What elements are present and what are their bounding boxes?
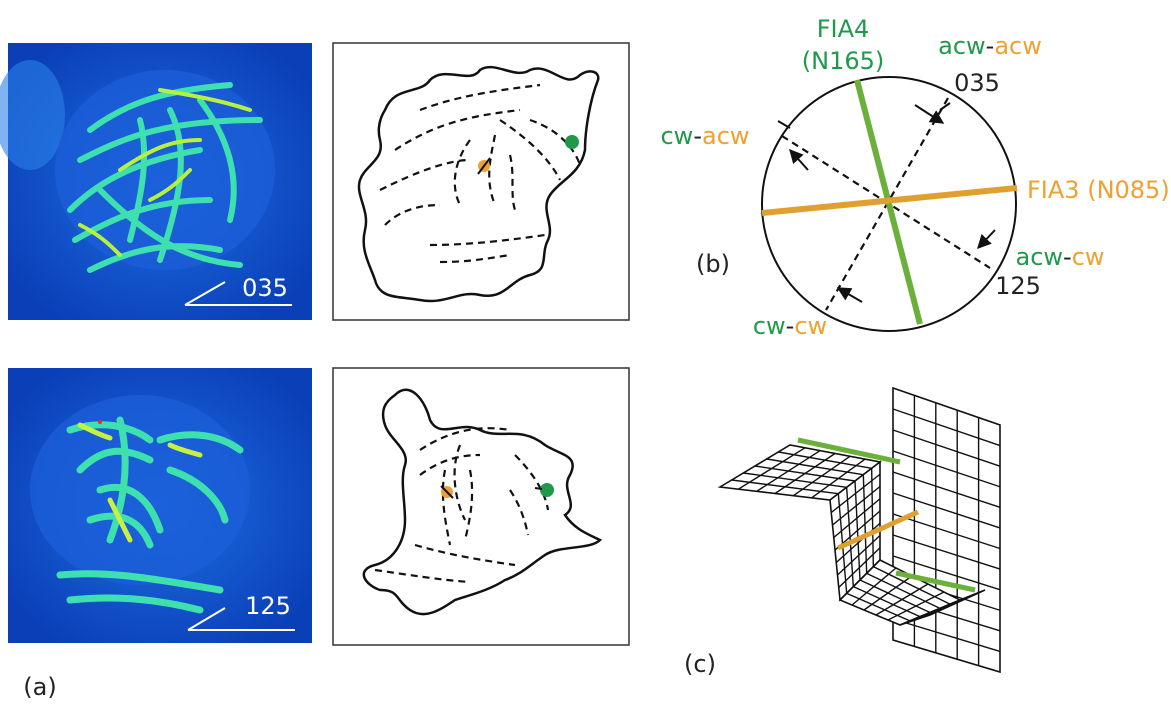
sketch-1 — [333, 43, 629, 320]
strike-label: 035 — [954, 69, 1000, 97]
sense-part: - — [1063, 243, 1072, 271]
sense-label: acw-cw — [1015, 243, 1104, 271]
scale-label: 125 — [245, 592, 291, 620]
sense-label: acw-acw — [938, 32, 1042, 60]
panel-label: (a) — [23, 673, 56, 701]
sense-part: acw — [938, 32, 986, 60]
fia-name: FIA4 — [817, 15, 870, 43]
sense-part: cw — [660, 122, 693, 150]
sense-part: cw — [1072, 243, 1105, 271]
scale-label: 035 — [242, 274, 288, 302]
sense-part: cw — [753, 312, 786, 340]
fia-label: FIA3 (N085) — [1027, 176, 1170, 204]
sense-part: cw — [794, 312, 827, 340]
fia-trend: (N165) — [802, 47, 885, 75]
sense-part: acw — [702, 122, 750, 150]
figure: 035 125 (a) FIA4 (N165) FIA3 (N0 — [0, 0, 1171, 705]
micrograph-1: 035 — [0, 43, 312, 320]
sense-part: - — [786, 312, 795, 340]
sense-label: cw-acw — [660, 122, 749, 150]
panel-label: (b) — [696, 250, 730, 278]
sense-label: cw-cw — [753, 312, 827, 340]
sense-part: acw — [994, 32, 1042, 60]
strike-label: 125 — [995, 272, 1041, 300]
sense-part: - — [986, 32, 995, 60]
fold-line — [893, 388, 1000, 672]
sense-part: acw — [1015, 243, 1063, 271]
micrograph-2: 125 — [8, 368, 312, 643]
sketch-2 — [333, 368, 629, 645]
panel-label: (c) — [684, 650, 716, 678]
sense-part: - — [693, 122, 702, 150]
stereonet — [762, 77, 1017, 331]
fold-diagram — [720, 388, 1000, 672]
